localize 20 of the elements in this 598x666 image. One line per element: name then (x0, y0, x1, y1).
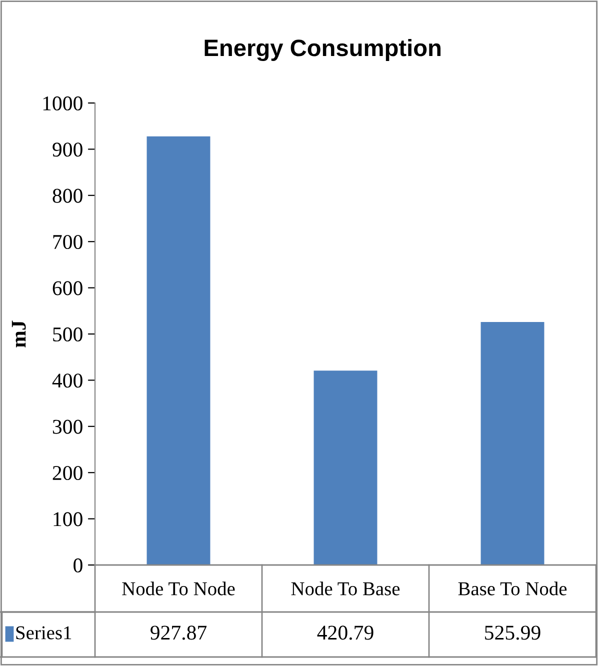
legend-label: Series1 (16, 626, 72, 640)
y-tick-label: 600 (52, 281, 82, 296)
chart-title: Energy Consumption (204, 38, 440, 62)
y-tick-label: 400 (52, 374, 82, 388)
y-tick-label: 0 (74, 558, 82, 572)
data-label: 420.79 (317, 626, 374, 640)
x-tick-label: Node To Base (291, 582, 400, 596)
y-tick-label: 500 (53, 327, 82, 342)
y-tick-label: 900 (52, 142, 82, 157)
x-tick-label: Node To Node (122, 582, 235, 596)
y-tick-label: 700 (53, 234, 82, 250)
y-tick-label: 300 (52, 420, 82, 434)
y-tick-label: 800 (52, 188, 82, 203)
data-label: 927.87 (150, 626, 207, 640)
y-tick-label: 100 (54, 512, 82, 526)
y-axis-title: mJ (12, 320, 26, 348)
x-tick-label: Base To Node (458, 582, 567, 596)
y-tick-label: 200 (52, 466, 82, 480)
data-label: 525.99 (485, 626, 540, 640)
y-tick-label: 1000 (43, 96, 82, 110)
